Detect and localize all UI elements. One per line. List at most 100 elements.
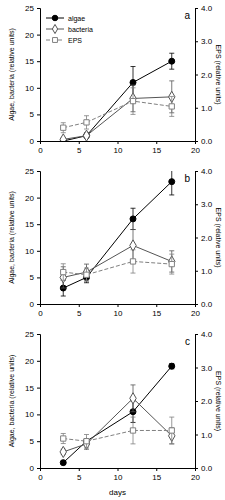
y-axis-tick: 20 (25, 357, 40, 366)
error-bar-cap (169, 69, 174, 70)
y-axis-tick-label: 20 (25, 31, 34, 40)
marker (84, 120, 89, 125)
legend-swatch-marker (53, 38, 58, 43)
y2-axis-tick-label: 4.0 (201, 4, 213, 13)
legend: algaebacteriaEPS (46, 15, 93, 44)
marker (169, 261, 174, 266)
y2-axis-tick-label: 2.0 (201, 397, 213, 406)
x-axis-tick: 5 (77, 468, 82, 482)
x-axis: 05101520 (38, 304, 200, 318)
y2-axis-tick-mark (195, 8, 198, 9)
x-axis-tick-label: 0 (38, 309, 43, 318)
y-axis: 0510152025 (25, 4, 40, 146)
x-axis-tick: 20 (191, 304, 200, 318)
x-axis-tick-mark (156, 468, 157, 471)
marker (83, 130, 89, 141)
y2-axis-tick-mark (195, 75, 198, 76)
y2-axis-tick-label: 4.0 (201, 330, 213, 339)
x-axis-tick-mark (79, 304, 80, 307)
y-axis-tick: 25 (25, 167, 40, 176)
y2-axis-tick: 4.0 (195, 4, 213, 13)
y2-axis-tick-label: 2.0 (201, 234, 213, 243)
y-axis-tick: 0 (30, 300, 40, 309)
y-axis-tick: 0 (30, 137, 40, 146)
y2-axis-line (196, 335, 199, 469)
series-line (63, 398, 172, 452)
y2-axis-tick: 3.0 (195, 364, 213, 373)
legend-label: bacteria (68, 26, 93, 33)
y-axis-tick-label: 5 (30, 437, 35, 446)
y-axis-tick: 5 (30, 110, 40, 119)
y-axis-tick-mark (37, 35, 40, 36)
error-bar (169, 53, 174, 69)
y-axis-tick: 15 (25, 57, 40, 66)
y2-axis-tick-label: 1.0 (201, 267, 213, 276)
panel: 0510152005101520250.01.02.03.04.0cAlgae,… (8, 330, 222, 497)
y-axis-tick: 10 (25, 247, 40, 256)
marker (130, 98, 135, 103)
y2-axis-tick: 4.0 (195, 167, 213, 176)
error-bar (169, 417, 174, 444)
y-axis-tick-label: 10 (25, 247, 34, 256)
y2-axis-tick: 0.0 (195, 137, 213, 146)
x-axis: 05101520 (38, 141, 200, 155)
x-axis-tick-label: 15 (152, 309, 161, 318)
y2-axis-tick: 2.0 (195, 397, 213, 406)
marker (83, 266, 89, 277)
y-axis-tick-mark (37, 414, 40, 415)
error-bar-cap (169, 53, 174, 54)
y-axis-tick-mark (37, 61, 40, 62)
error-bar (169, 171, 174, 195)
y2-axis-tick: 4.0 (195, 330, 213, 339)
error-bar-cap (169, 443, 174, 444)
y-axis-tick: 15 (25, 384, 40, 393)
error-bar-cap (169, 417, 174, 418)
panel: 0510152005101520250.01.02.03.04.0bAlgae,… (8, 167, 222, 318)
error-bar-cap (169, 254, 174, 255)
marker (61, 269, 66, 274)
y2-axis-tick-mark (195, 204, 198, 205)
error-bar-cap (131, 66, 136, 67)
error-bar-cap (84, 447, 89, 448)
series-line (63, 182, 172, 288)
y-axis-tick-mark (37, 171, 40, 172)
x-axis-tick-label: 5 (77, 309, 82, 318)
y-axis-tick-label: 20 (25, 357, 34, 366)
x-axis-tick-mark (156, 304, 157, 307)
x-axis-line (41, 305, 196, 308)
y-axis-tick: 10 (25, 410, 40, 419)
y2-axis-tick: 1.0 (195, 267, 213, 276)
error-bar (131, 208, 136, 229)
series-line (63, 430, 172, 441)
panel-label: b (184, 173, 190, 184)
y2-axis-title: EPS (relative units) (214, 45, 222, 105)
x-axis-title: days (109, 488, 126, 497)
error-bar-cap (84, 434, 89, 435)
marker (83, 438, 89, 449)
x-axis-tick: 15 (152, 141, 161, 155)
y-axis-tick: 25 (25, 4, 40, 13)
x-axis-tick-mark (118, 304, 119, 307)
error-bar-cap (84, 115, 89, 116)
y-axis: 0510152025 (25, 330, 40, 473)
x-axis-tick-label: 10 (114, 473, 123, 482)
y-axis-tick-mark (37, 468, 40, 469)
marker (61, 436, 66, 441)
y2-axis-tick-mark (195, 141, 198, 142)
y-axis-tick-mark (37, 114, 40, 115)
error-bar-cap (131, 208, 136, 209)
series-line (63, 97, 172, 140)
x-axis-tick-mark (156, 141, 157, 144)
error-bar-cap (61, 280, 66, 281)
error-bar-cap (84, 264, 89, 265)
error-bar (131, 88, 136, 115)
y2-axis-tick: 1.0 (195, 104, 213, 113)
error-bar-cap (61, 443, 66, 444)
marker (169, 58, 175, 64)
figure: 0510152005101520250.01.02.03.04.0aAlgae,… (0, 0, 225, 500)
error-bar-cap (131, 417, 136, 418)
x-axis-tick-label: 20 (191, 146, 200, 155)
y-axis-tick-mark (37, 88, 40, 89)
y-axis-tick-label: 0 (30, 137, 35, 146)
legend-entry: EPS (46, 37, 82, 44)
